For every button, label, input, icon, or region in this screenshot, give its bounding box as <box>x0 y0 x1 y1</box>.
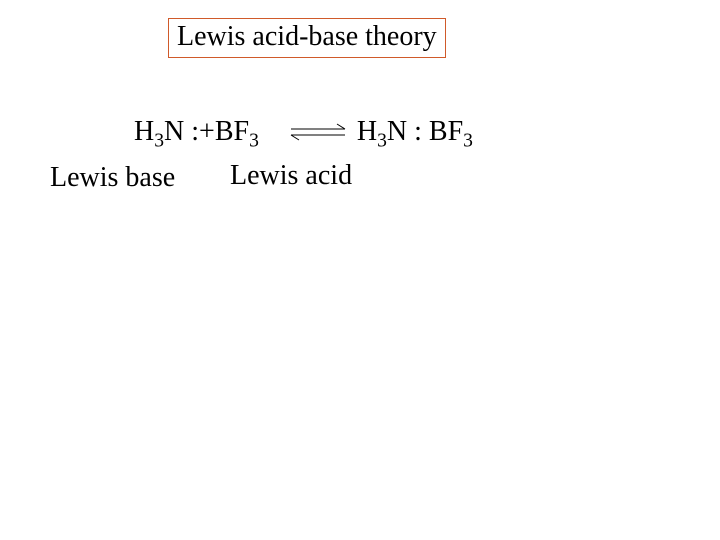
product-h3n-bf3: H3N : BF3 <box>357 116 473 148</box>
title-text: Lewis acid-base theory <box>177 21 437 52</box>
product-bf3-sub3: 3 <box>463 131 473 152</box>
reactant-h3n-H: H <box>134 116 154 147</box>
product-NBF: N : BF <box>387 116 463 147</box>
equil-top-head <box>337 124 345 129</box>
reactant-bf3: BF3 <box>215 116 259 148</box>
lewis-acid-text: Lewis acid <box>230 160 352 191</box>
equilibrium-arrow-svg <box>287 121 349 143</box>
slide: { "title": { "text": "Lewis acid-base th… <box>0 0 720 540</box>
reactant-h3n-N: N : <box>164 116 199 147</box>
reactant-bf3-BF: BF <box>215 116 249 147</box>
title-box: Lewis acid-base theory <box>168 18 446 58</box>
product-h3n-sub3: 3 <box>377 131 387 152</box>
reactant-bf3-sub3: 3 <box>249 131 259 152</box>
equation-row: H3N : + BF3 H3N : BF3 <box>134 116 473 148</box>
reactant-h3n: H3N : <box>134 116 199 148</box>
equil-bottom-head <box>291 135 299 140</box>
lewis-base-label: Lewis base <box>50 162 175 194</box>
product-H: H <box>357 116 377 147</box>
equilibrium-arrow-icon <box>287 121 349 143</box>
reactant-h3n-sub3: 3 <box>154 131 164 152</box>
plus-sign: + <box>199 116 215 148</box>
lewis-base-text: Lewis base <box>50 162 175 193</box>
lewis-acid-label: Lewis acid <box>230 160 352 192</box>
